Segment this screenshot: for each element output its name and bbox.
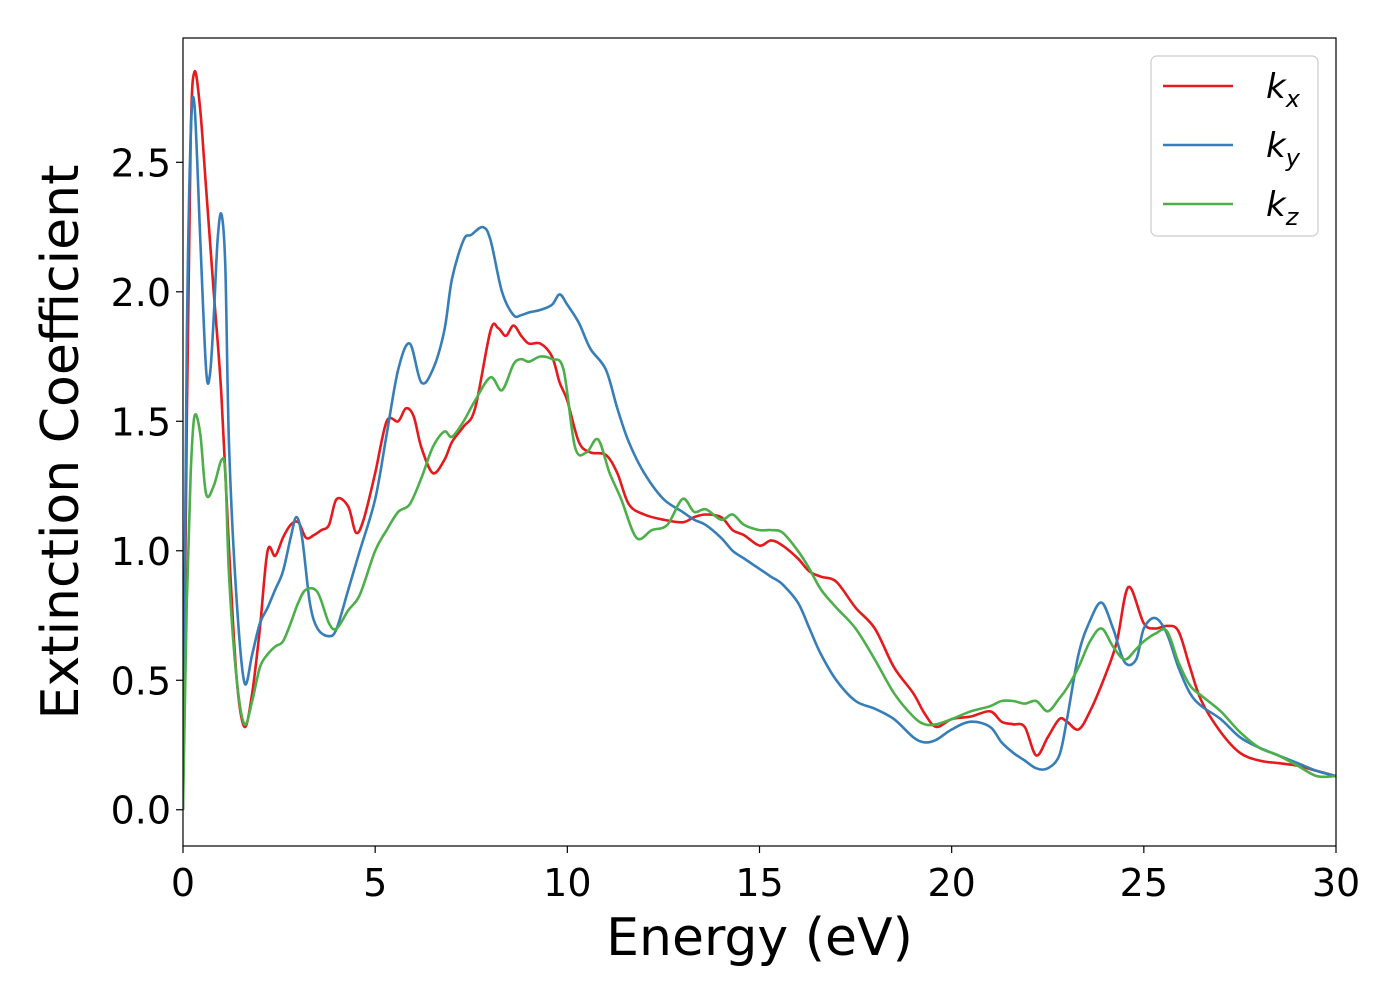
y-tick-label: 0.5 [111,659,171,703]
y-tick-label: 1.0 [111,530,171,574]
y-axis: 0.0 0.5 1.0 1.5 2.0 2.5 [111,141,183,833]
y-tick-label: 2.0 [111,271,171,315]
series-layer [183,70,1336,810]
x-axis-title: Energy (eV) [606,908,913,968]
x-tick-label: 30 [1312,861,1360,905]
y-tick-label: 0.0 [111,789,171,833]
legend-label-subscript: x [1285,85,1301,113]
legend-label-base: k [1266,185,1287,225]
x-tick-label: 15 [735,861,783,905]
legend-label-subscript: y [1285,144,1301,172]
series-line-ky [183,95,1336,810]
legend-label-base: k [1266,126,1287,166]
x-tick-label: 10 [543,861,591,905]
legend-label-kx: kx [1266,67,1301,113]
legend-label-kz: kz [1266,185,1300,231]
y-tick-label: 1.5 [111,400,171,444]
legend-box [1150,55,1319,237]
y-axis-title: Extinction Coefficient [31,165,91,720]
legend-label-ky: ky [1266,126,1301,172]
series-line-kz [183,355,1336,810]
legend-label-subscript: z [1285,203,1300,231]
series-line-kx [183,70,1336,810]
x-tick-label: 20 [927,861,975,905]
x-tick-label: 5 [363,861,387,905]
x-tick-label: 0 [171,861,195,905]
x-tick-label: 25 [1120,861,1168,905]
y-tick-label: 2.5 [111,141,171,185]
x-axis: 0 5 10 15 20 25 30 [171,846,1360,905]
legend-label-base: k [1266,67,1287,107]
